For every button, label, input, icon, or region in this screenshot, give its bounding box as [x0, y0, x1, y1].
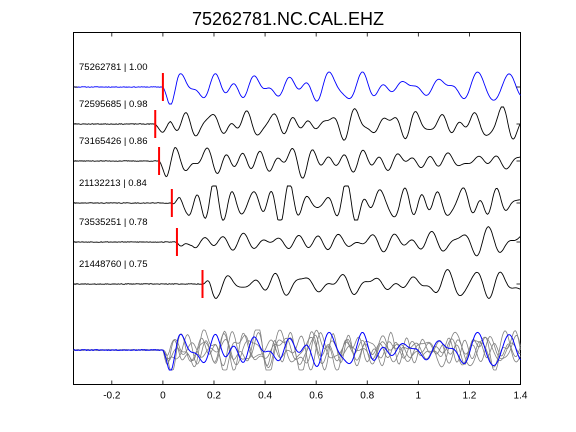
trace-6: 21448760 | 0.75: [73, 259, 521, 300]
x-tick-label: -0.2: [103, 391, 121, 402]
chart-title: 75262781.NC.CAL.EHZ: [192, 9, 384, 29]
trace-line: [73, 185, 521, 221]
x-tick-label: 1.4: [514, 391, 528, 402]
stack-reference-trace: [73, 331, 521, 371]
x-tick-label: 0: [160, 391, 166, 402]
x-tick-label: 0.2: [207, 391, 221, 402]
x-tick-label: 0.8: [360, 391, 374, 402]
trace-label: 73535251 | 0.78: [79, 217, 148, 228]
trace-line: [73, 147, 521, 179]
trace-2: 72595685 | 0.98: [73, 99, 521, 141]
plot-area: [73, 32, 521, 385]
x-tick-label: 1: [416, 391, 422, 402]
trace-4: 21132213 | 0.84: [73, 178, 521, 221]
x-axis: -0.2 0 0.2 0.4 0.6 0.8 1 1.2 1.4: [103, 32, 528, 402]
trace-label: 72595685 | 0.98: [79, 99, 148, 110]
trace-line: [73, 71, 521, 105]
trace-line: [73, 106, 521, 141]
trace-label: 21448760 | 0.75: [79, 259, 148, 270]
trace-1: 75262781 | 1.00: [73, 62, 521, 105]
x-tick-label: 1.2: [462, 391, 476, 402]
trace-label: 75262781 | 1.00: [79, 62, 148, 73]
trace-group: 75262781 | 1.00 72595685 | 0.98 73165426 |…: [73, 62, 521, 300]
stack-group: [73, 329, 521, 371]
trace-3: 73165426 | 0.86: [73, 136, 521, 179]
trace-line: [73, 226, 521, 257]
trace-line: [73, 269, 521, 300]
x-tick-label: 0.6: [309, 391, 323, 402]
trace-5: 73535251 | 0.78: [73, 217, 521, 257]
x-tick-label: 0.4: [258, 391, 272, 402]
trace-label: 21132213 | 0.84: [79, 178, 147, 189]
trace-label: 73165426 | 0.86: [79, 136, 148, 147]
